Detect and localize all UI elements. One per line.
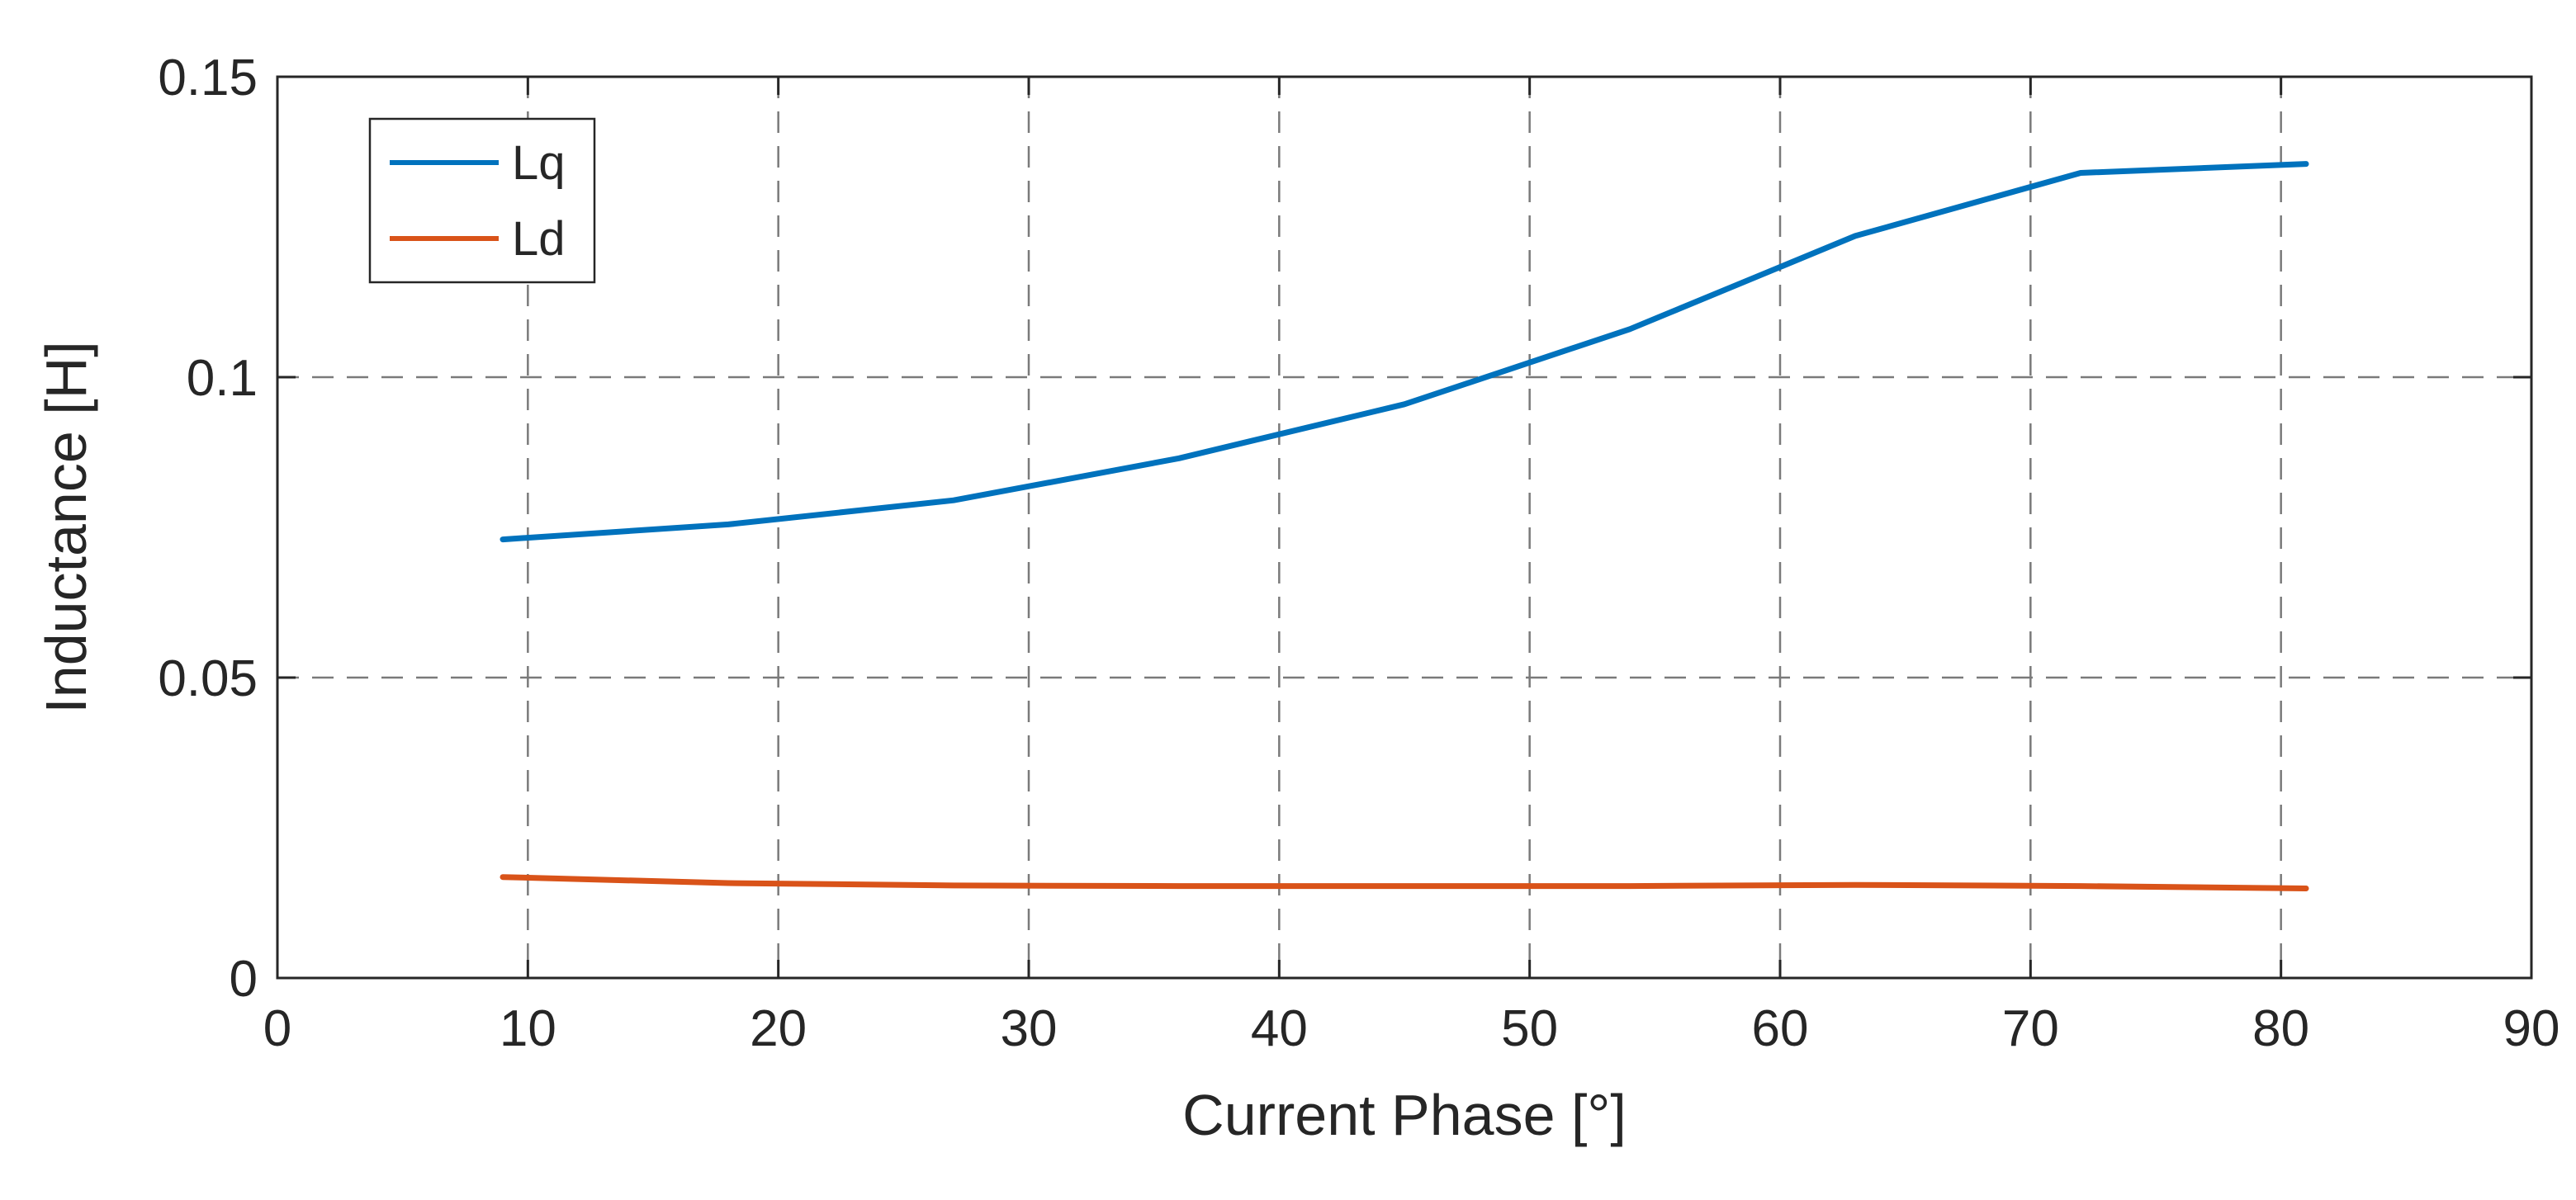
y-tick-label-0: 0 xyxy=(230,951,258,1008)
data-point-lq-3 xyxy=(1178,457,1180,459)
x-tick-label-1: 10 xyxy=(500,1000,556,1057)
data-point-lq-6 xyxy=(1854,235,1856,237)
y-axis-ticks: 0 0.05 0.1 0.15 xyxy=(158,50,2531,1008)
x-tick-label-4: 40 xyxy=(1251,1000,1308,1057)
legend-label-lq: Lq xyxy=(512,136,566,190)
x-tick-label-7: 70 xyxy=(2002,1000,2059,1057)
data-point-lq-0 xyxy=(502,539,504,541)
x-tick-label-0: 0 xyxy=(263,1000,291,1057)
x-tick-label-8: 80 xyxy=(2252,1000,2309,1057)
legend-box xyxy=(368,117,596,284)
plot-series xyxy=(500,161,2309,891)
y-axis-label: Inductance [H] xyxy=(34,341,98,713)
data-point-ld-8 xyxy=(2305,888,2307,890)
x-tick-label-6: 60 xyxy=(1752,1000,1809,1057)
data-point-ld-1 xyxy=(727,882,729,884)
x-tick-label-9: 90 xyxy=(2503,1000,2560,1057)
data-point-lq-8 xyxy=(2305,163,2307,165)
data-point-ld-0 xyxy=(502,876,504,878)
x-axis-ticks: 0 10 20 30 40 50 60 70 80 90 xyxy=(263,77,2560,1057)
y-tick-label-1: 0.05 xyxy=(158,650,258,707)
y-tick-label-3: 0.15 xyxy=(158,50,258,106)
legend: Lq Ld xyxy=(368,117,596,284)
data-point-lq-5 xyxy=(1629,328,1631,330)
x-axis-label: Current Phase [°] xyxy=(1182,1083,1627,1147)
y-tick-label-2: 0.1 xyxy=(187,350,258,407)
x-tick-label-3: 30 xyxy=(1001,1000,1058,1057)
legend-label-ld: Ld xyxy=(512,212,566,266)
x-tick-label-5: 50 xyxy=(1501,1000,1558,1057)
data-point-ld-6 xyxy=(1854,884,1856,886)
x-tick-label-2: 20 xyxy=(750,1000,807,1057)
plot-frame xyxy=(276,75,2533,980)
data-point-lq-1 xyxy=(727,523,729,525)
